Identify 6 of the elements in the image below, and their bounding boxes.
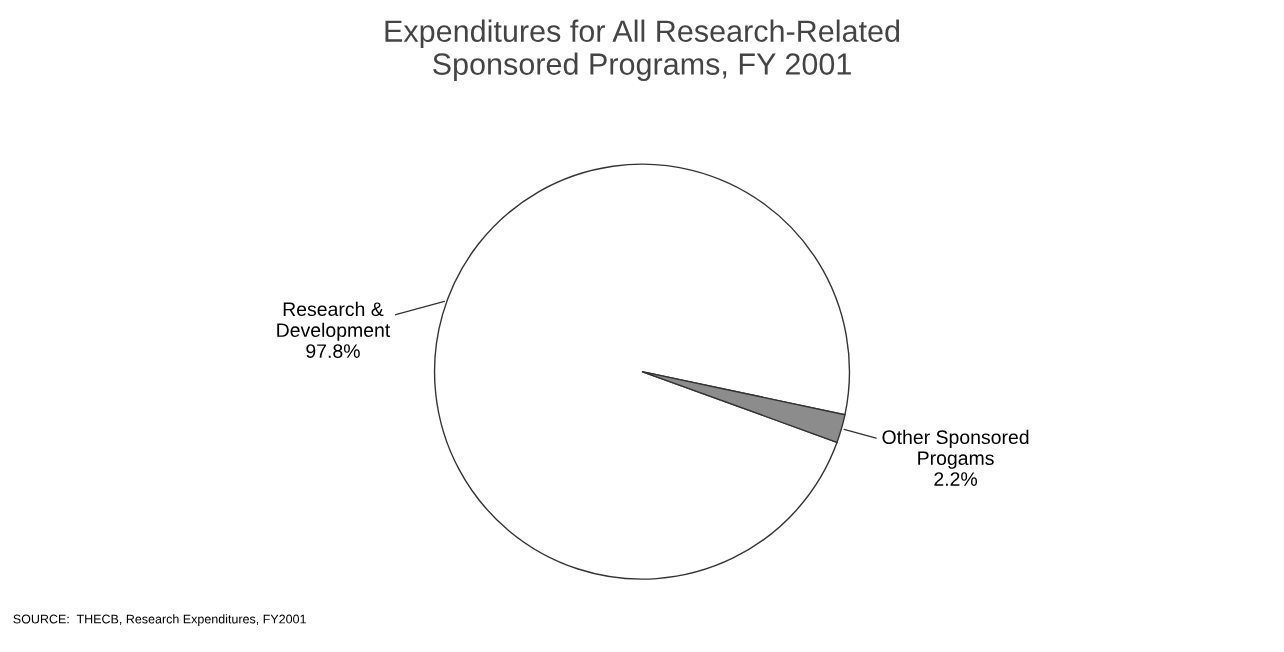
chart-title: Expenditures for All Research-Related Sponsored Programs, FY 2001 bbox=[385, 19, 900, 81]
slice-label: Research & Development bbox=[277, 301, 391, 341]
slice-label: Other Sponsored Progams bbox=[882, 429, 1029, 469]
source-note: SOURCE: THECB, Research Expenditures, FY2001 bbox=[13, 614, 306, 626]
data-label: 2.2% bbox=[934, 472, 978, 486]
data-label: 97.8% bbox=[306, 344, 360, 358]
